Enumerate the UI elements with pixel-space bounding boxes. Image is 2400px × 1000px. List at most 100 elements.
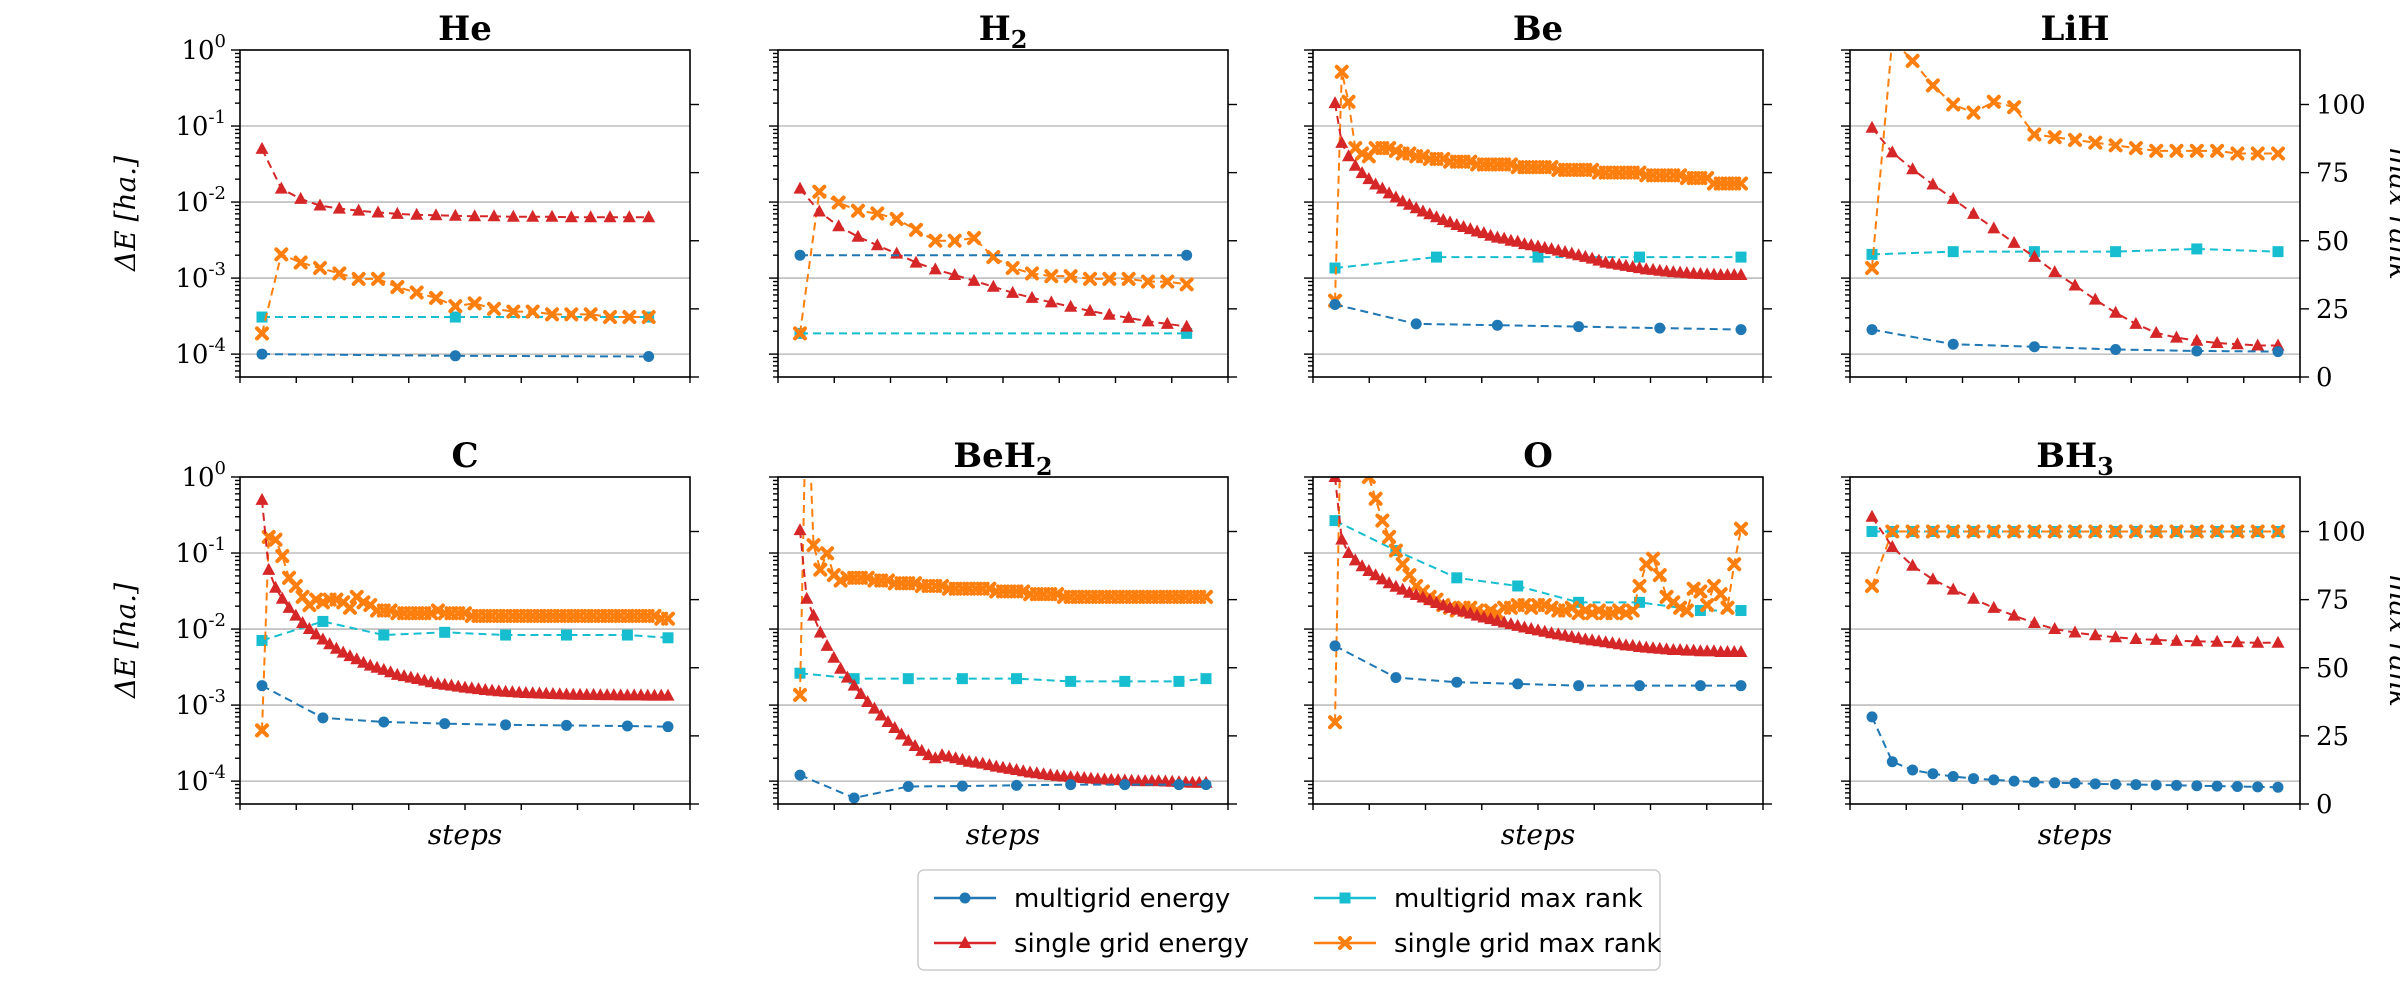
data-point-single-grid-max-rank	[2149, 143, 2164, 158]
data-point-single-grid-energy	[1906, 558, 1920, 571]
data-point-single-grid-energy	[986, 279, 1000, 292]
data-point-single-grid-max-rank	[2088, 135, 2103, 150]
data-point-multigrid-max-rank	[1735, 605, 1747, 617]
data-point-single-grid-max-rank	[1199, 589, 1213, 604]
data-point-multigrid-energy	[317, 712, 329, 724]
y-axis-label-right: max rank	[2383, 574, 2400, 707]
plot-area	[1328, 418, 1748, 730]
data-point-single-grid-energy	[1987, 600, 2001, 613]
axes-frame	[777, 476, 1229, 805]
data-point-single-grid-energy	[1335, 532, 1349, 545]
y-axis-label-left: ΔE [ha.]	[109, 156, 142, 272]
data-point-multigrid-energy	[256, 348, 268, 360]
data-point-single-grid-energy	[336, 645, 350, 658]
axes-frame	[1312, 476, 1764, 805]
data-point-single-grid-energy	[1967, 206, 1980, 219]
data-point-single-grid-max-rank	[564, 307, 579, 322]
y-tick-label-exp: -3	[208, 686, 226, 707]
data-point-multigrid-max-rank	[449, 311, 461, 323]
axes-frame	[1849, 49, 2301, 378]
legend-label-single-grid-max-rank: single grid max rank	[1394, 929, 1662, 959]
data-point-multigrid-energy	[1065, 779, 1077, 791]
data-point-single-grid-energy	[296, 616, 310, 629]
series-line-single-grid-max-rank	[799, 190, 1187, 334]
data-point-multigrid-energy	[2110, 343, 2122, 355]
data-point-multigrid-energy	[643, 351, 655, 363]
data-point-single-grid-max-rank	[2128, 524, 2143, 539]
y-tick-label: 10-4	[175, 335, 226, 370]
y-tick-label-base: 10	[175, 615, 208, 645]
data-point-single-grid-energy	[1416, 204, 1430, 217]
data-point-single-grid-max-rank	[1044, 269, 1059, 284]
data-point-single-grid-energy	[661, 688, 675, 701]
right-tick-label: 100	[2316, 518, 2366, 548]
data-point-multigrid-energy	[1866, 324, 1878, 336]
data-point-single-grid-energy	[1375, 181, 1389, 194]
data-point-single-grid-energy	[2190, 634, 2204, 647]
y-tick-label-base: 10	[175, 340, 208, 370]
y-tick-label: 10-4	[175, 762, 226, 797]
data-point-single-grid-energy	[1382, 576, 1396, 589]
data-point-multigrid-energy	[1947, 770, 1959, 782]
right-tick-label: 75	[2316, 159, 2349, 189]
axes-frame	[239, 49, 691, 378]
data-point-single-grid-max-rank	[2108, 138, 2123, 153]
data-point-multigrid-max-rank	[1011, 673, 1023, 685]
data-point-single-grid-energy	[1389, 579, 1403, 592]
data-point-single-grid-max-rank	[1102, 271, 1117, 286]
data-point-multigrid-energy	[2069, 777, 2081, 789]
data-point-multigrid-energy	[1988, 774, 2000, 786]
data-point-single-grid-energy	[2048, 622, 2062, 635]
data-point-single-grid-energy	[1423, 207, 1437, 220]
data-point-single-grid-max-rank	[1986, 524, 2001, 539]
axes-frame	[777, 49, 1229, 378]
data-point-single-grid-max-rank	[1083, 271, 1097, 286]
legend-marker-single-grid-max-rank	[1338, 936, 1352, 950]
panel-title: BH3	[2036, 436, 2114, 481]
right-tick-label: 25	[2316, 295, 2349, 325]
data-point-single-grid-energy	[1122, 310, 1136, 323]
right-tick-label: 0	[2316, 363, 2333, 393]
legend-label-multigrid-energy: multigrid energy	[1014, 884, 1230, 914]
y-tick-label-exp: -2	[208, 183, 226, 204]
data-point-multigrid-energy	[1927, 768, 1939, 780]
data-point-single-grid-energy	[2007, 235, 2021, 248]
panel-title: H2	[979, 9, 1028, 54]
data-point-multigrid-energy	[561, 719, 572, 731]
data-point-single-grid-max-rank	[870, 206, 885, 221]
data-point-single-grid-energy	[834, 661, 848, 674]
data-point-multigrid-energy	[449, 350, 461, 362]
data-point-single-grid-max-rank	[1625, 603, 1640, 618]
data-point-multigrid-energy	[1011, 779, 1023, 791]
data-point-single-grid-max-rank	[1350, 418, 1360, 428]
data-point-single-grid-max-rank	[2189, 524, 2204, 539]
y-tick-label: 100	[181, 31, 226, 66]
data-point-multigrid-max-rank	[902, 673, 914, 685]
data-point-single-grid-energy	[922, 748, 936, 761]
data-point-single-grid-energy	[867, 701, 881, 714]
data-point-single-grid-energy	[2271, 635, 2285, 648]
y-axis-label-left: ΔE [ha.]	[109, 583, 142, 699]
data-point-single-grid-max-rank	[2088, 524, 2103, 539]
data-point-single-grid-max-rank	[1713, 587, 1728, 602]
data-point-single-grid-max-rank	[467, 296, 482, 311]
data-point-single-grid-energy	[827, 650, 841, 663]
panel-title-subscript: 2	[1011, 25, 1028, 54]
data-point-single-grid-energy	[274, 181, 288, 194]
data-point-single-grid-energy	[840, 670, 854, 683]
data-point-single-grid-energy	[1865, 120, 1879, 133]
data-point-single-grid-max-rank	[1063, 269, 1078, 284]
data-point-single-grid-energy	[2109, 630, 2123, 643]
data-point-multigrid-max-rank	[2191, 243, 2203, 255]
data-point-single-grid-max-rank	[268, 532, 283, 547]
data-point-single-grid-energy	[812, 204, 826, 217]
series-line-multigrid-max-rank	[1871, 247, 2279, 256]
data-point-multigrid-energy	[1968, 773, 1979, 785]
data-point-single-grid-max-rank	[351, 271, 366, 286]
data-point-single-grid-max-rank	[313, 261, 327, 275]
data-point-multigrid-energy	[2089, 778, 2101, 790]
data-point-single-grid-energy	[854, 686, 868, 699]
data-point-single-grid-max-rank	[2271, 524, 2285, 539]
y-tick-label-base: 10	[175, 691, 208, 721]
data-point-single-grid-max-rank	[390, 280, 405, 295]
